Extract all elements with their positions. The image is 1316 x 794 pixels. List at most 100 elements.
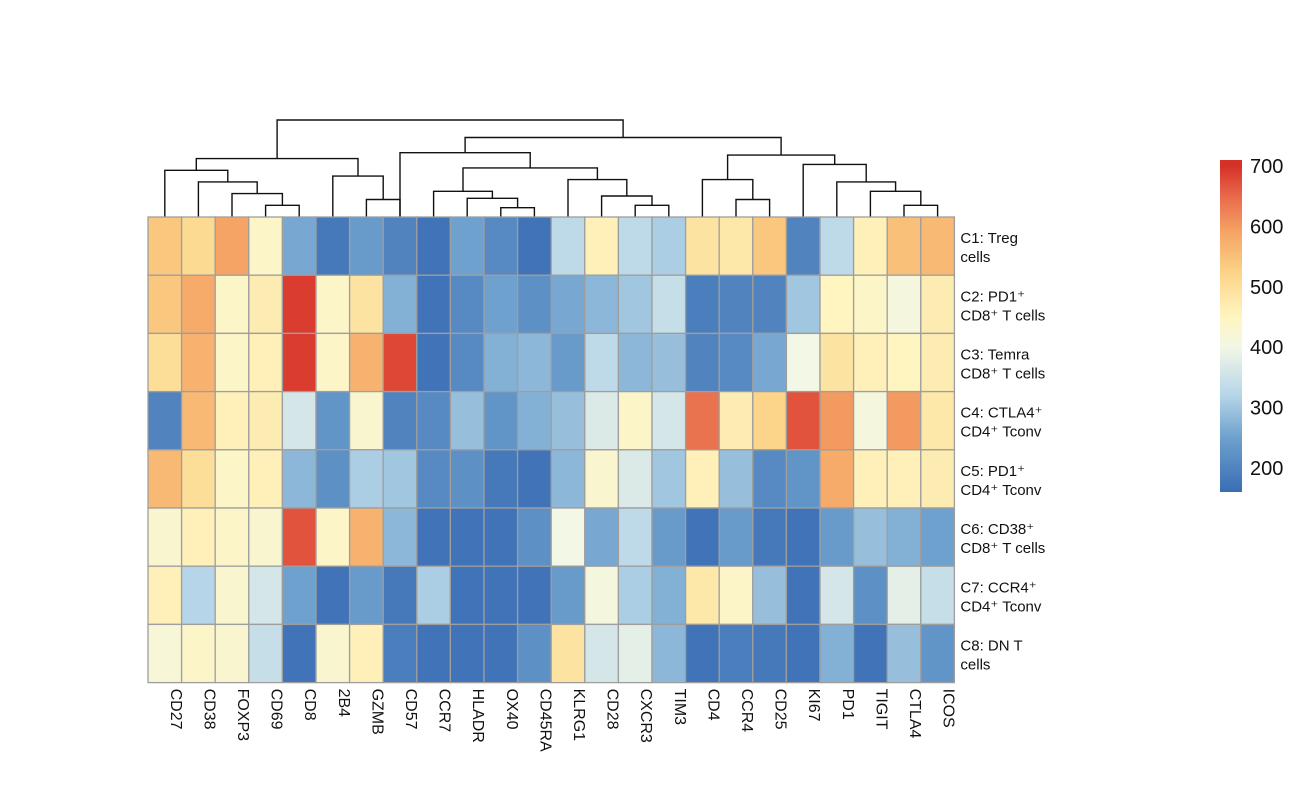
heatmap-cell (348, 565, 384, 626)
dendrogram-branch (264, 204, 300, 217)
dendrogram-branch (164, 169, 229, 217)
heatmap-cell (516, 449, 552, 509)
heatmap-cell (281, 332, 317, 393)
dendrogram-branch (332, 175, 384, 217)
dendrogram-branch (802, 163, 867, 217)
column-label: FOXP3 (234, 689, 251, 742)
heatmap-cell (550, 274, 586, 335)
heatmap-cell (483, 332, 519, 393)
heatmap-cell (651, 390, 687, 451)
heatmap-cell (483, 216, 519, 276)
heatmap-cell (382, 390, 418, 451)
heatmap-cell (449, 507, 485, 567)
heatmap-cell (516, 565, 552, 626)
heatmap-cell (147, 565, 183, 626)
heatmap-cell (584, 623, 620, 684)
heatmap-cell (180, 216, 216, 276)
heatmap-cell (147, 216, 183, 276)
heatmap-cell (651, 216, 687, 276)
heatmap-cell (516, 274, 552, 335)
legend-tick-label: 400 (1250, 337, 1283, 359)
heatmap-cell (315, 449, 351, 509)
heatmap-cell (516, 623, 552, 684)
column-label: KI67 (805, 689, 822, 722)
dendrogram-branch (869, 190, 922, 217)
heatmap-cell (516, 216, 552, 276)
heatmap-cell (416, 216, 452, 276)
heatmap-cells (147, 216, 956, 684)
heatmap-cell (550, 507, 586, 567)
heatmap-cell (684, 390, 720, 451)
heatmap-cell (180, 507, 216, 567)
heatmap-cell (550, 332, 586, 393)
heatmap-cell (684, 623, 720, 684)
row-label-line2: CD8⁺ T cells (960, 307, 1045, 324)
heatmap-cell (718, 274, 754, 335)
heatmap-cell (920, 216, 956, 276)
heatmap-cell (348, 623, 384, 684)
heatmap-cell (281, 565, 317, 626)
heatmap-cell (180, 623, 216, 684)
heatmap-cell (180, 332, 216, 393)
heatmap-cell (886, 390, 922, 451)
heatmap-cell (752, 449, 788, 509)
row-label-line2: cells (960, 249, 990, 266)
heatmap-cell (147, 274, 183, 335)
heatmap-cell (819, 274, 855, 335)
heatmap-cell (449, 623, 485, 684)
heatmap-cell (449, 216, 485, 276)
heatmap-cell (617, 216, 653, 276)
column-label: HLADR (469, 689, 486, 743)
heatmap-cell (416, 390, 452, 451)
heatmap-cell (550, 390, 586, 451)
heatmap-cell (886, 623, 922, 684)
heatmap-cell (852, 623, 888, 684)
column-label: CD28 (604, 689, 621, 730)
dendrogram-branch (600, 195, 653, 217)
heatmap-cell (348, 216, 384, 276)
heatmap-cell (584, 449, 620, 509)
heatmap-cell (248, 332, 284, 393)
column-label: CD4 (704, 689, 721, 721)
heatmap-cell (416, 449, 452, 509)
heatmap-cell (214, 216, 250, 276)
row-label-line1: C4: CTLA4⁺ (960, 405, 1042, 422)
heatmap-cell (147, 332, 183, 393)
heatmap-cell (920, 332, 956, 393)
heatmap-cell (852, 449, 888, 509)
row-label-line2: cells (960, 657, 990, 674)
row-label-line2: CD8⁺ T cells (960, 540, 1045, 557)
heatmap-cell (248, 507, 284, 567)
heatmap-cell (584, 216, 620, 276)
column-label: CD57 (402, 689, 419, 730)
heatmap-cell (214, 390, 250, 451)
heatmap-cell (315, 332, 351, 393)
heatmap-cell (785, 216, 821, 276)
heatmap-cell (180, 390, 216, 451)
column-label: CCR4 (738, 689, 755, 733)
row-labels: C1: Treg cells C2: PD1⁺ CD8⁺ T cells C3: Tem… (960, 230, 1045, 673)
dendrogram-branch (634, 204, 670, 217)
heatmap-cell (852, 390, 888, 451)
heatmap-cell (852, 332, 888, 393)
heatmap-cell (483, 565, 519, 626)
heatmap-cell (348, 449, 384, 509)
heatmap-cell (718, 623, 754, 684)
heatmap-cell (147, 390, 183, 451)
heatmap-cell (785, 274, 821, 335)
heatmap-cell (718, 449, 754, 509)
dendrogram-branch (365, 198, 401, 217)
heatmap-cell (920, 623, 956, 684)
heatmap-cell (483, 507, 519, 567)
heatmap-cell (483, 274, 519, 335)
heatmap-cell (416, 565, 452, 626)
legend-tick-label: 300 (1250, 397, 1283, 419)
heatmap-cell (281, 216, 317, 276)
heatmap-cell (449, 565, 485, 626)
heatmap-cell (584, 565, 620, 626)
heatmap-cell (617, 623, 653, 684)
heatmap-cell (886, 507, 922, 567)
dendrogram-branch (567, 178, 628, 217)
heatmap-cell (483, 390, 519, 451)
row-label-line2: CD4⁺ Tconv (960, 424, 1042, 441)
